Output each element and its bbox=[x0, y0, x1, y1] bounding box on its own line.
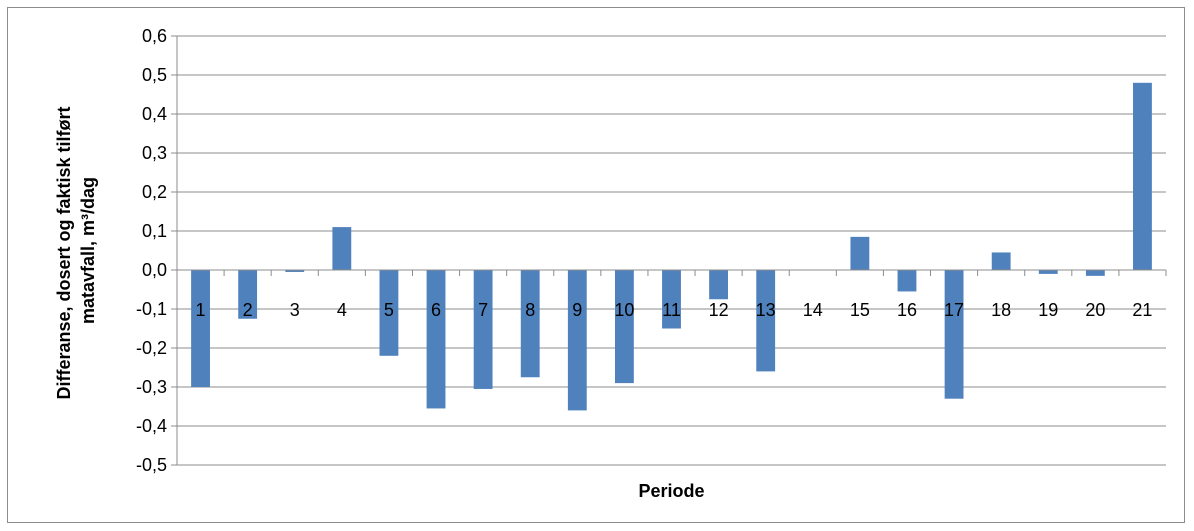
x-tick-label: 17 bbox=[944, 300, 964, 320]
y-axis-title: Differanse, dosert og faktisk tilført ma… bbox=[54, 101, 98, 399]
bar bbox=[332, 227, 352, 270]
bar bbox=[1038, 270, 1058, 274]
x-tick-label: 6 bbox=[431, 300, 441, 320]
bar bbox=[379, 270, 399, 356]
y-tick-label: 0,0 bbox=[142, 260, 167, 280]
x-tick-label: 7 bbox=[478, 300, 488, 320]
bar bbox=[191, 270, 210, 387]
chart-frame bbox=[7, 7, 1185, 523]
x-tick-label: 4 bbox=[337, 300, 347, 320]
axes bbox=[171, 35, 1167, 466]
x-tick-label: 2 bbox=[243, 300, 253, 320]
bar bbox=[238, 270, 258, 319]
bar bbox=[756, 270, 776, 372]
bar bbox=[944, 270, 964, 399]
bar bbox=[1133, 82, 1152, 270]
y-tick-label: 0,1 bbox=[142, 221, 167, 241]
x-tick-label: 11 bbox=[662, 300, 681, 320]
bar bbox=[662, 270, 681, 329]
bar bbox=[285, 270, 305, 272]
bar bbox=[520, 270, 540, 378]
y-tick-label: -0,3 bbox=[136, 377, 167, 397]
labels: 0,6 0,5 0,4 0,3 0,2 0,1 0,0 -0,1 -0,2 -0,3 -0,4 -0,… bbox=[136, 26, 1152, 475]
y-tick-label: 0,2 bbox=[142, 182, 167, 202]
x-tick-label: 19 bbox=[1038, 300, 1058, 320]
y-axis-title-line-1: Differanse, dosert og faktisk tilført bbox=[54, 106, 74, 399]
x-tick-label: 10 bbox=[614, 300, 634, 320]
x-tick-label: 16 bbox=[897, 300, 917, 320]
x-tick-label: 13 bbox=[756, 300, 776, 320]
x-tick-label: 14 bbox=[803, 300, 823, 320]
x-tick-label: 20 bbox=[1085, 300, 1105, 320]
x-tick-label: 15 bbox=[850, 300, 870, 320]
x-tick-label: 5 bbox=[384, 300, 394, 320]
y-tick-label: -0,1 bbox=[136, 299, 167, 319]
y-axis-title-line-2: matavfall, m³/dag bbox=[78, 177, 98, 324]
bar bbox=[709, 270, 729, 300]
bar bbox=[567, 270, 587, 411]
x-tick-label: 9 bbox=[572, 300, 582, 320]
x-tick-label: 8 bbox=[525, 300, 535, 320]
bar bbox=[850, 236, 870, 270]
bar bbox=[426, 270, 446, 409]
x-tick-label: 12 bbox=[709, 300, 729, 320]
y-tick-label: 0,5 bbox=[142, 65, 167, 85]
bars bbox=[191, 82, 1152, 411]
x-tick-label: 18 bbox=[991, 300, 1011, 320]
y-tick-label: 0,4 bbox=[142, 104, 167, 124]
bar bbox=[473, 270, 493, 389]
y-tick-label: -0,5 bbox=[136, 455, 167, 475]
y-tick-label: 0,3 bbox=[142, 143, 167, 163]
x-tick-label: 21 bbox=[1132, 300, 1152, 320]
bar bbox=[614, 270, 634, 384]
x-axis-title: Periode bbox=[638, 481, 704, 501]
y-tick-label: -0,2 bbox=[136, 338, 167, 358]
y-tick-label: 0,6 bbox=[142, 26, 167, 46]
y-tick-label: -0,4 bbox=[136, 416, 167, 436]
bar bbox=[991, 252, 1011, 270]
gridlines bbox=[177, 35, 1166, 466]
bar bbox=[897, 270, 917, 292]
x-tick-label: 3 bbox=[290, 300, 300, 320]
x-tick-label: 1 bbox=[196, 300, 206, 320]
bar bbox=[1085, 270, 1105, 276]
